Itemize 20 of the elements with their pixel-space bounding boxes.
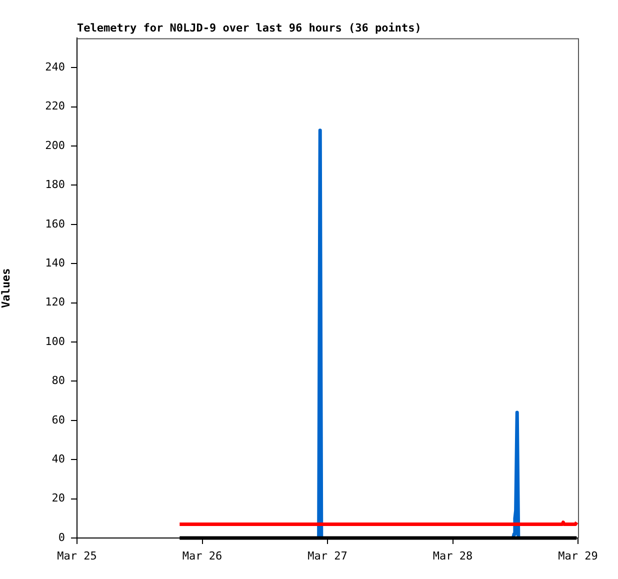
x-tick-label: Mar 25 (57, 549, 97, 562)
chart-title: Telemetry for N0LJD-9 over last 96 hours (36 points) (77, 21, 422, 34)
y-tick-label: 240 (45, 60, 65, 74)
y-tick-label: 0 (58, 530, 65, 544)
y-tick-label: 220 (45, 100, 65, 113)
y-tick-label: 140 (45, 256, 65, 270)
y-tick-label: 160 (45, 217, 65, 230)
y-tick-label: 100 (45, 334, 65, 348)
x-tick-label: Mar 29 (558, 549, 598, 562)
y-tick-label: 120 (45, 296, 65, 309)
y-tick-label: 180 (45, 178, 65, 192)
x-tick-label: Mar 26 (182, 549, 222, 562)
y-tick-label: 200 (45, 138, 65, 152)
y-tick-label: 80 (52, 374, 65, 388)
y-tick-label: 20 (52, 492, 65, 505)
y-tick-label: 60 (52, 413, 65, 426)
y-axis-title: Values (0, 268, 12, 308)
x-tick-label: Mar 27 (308, 549, 348, 562)
x-tick-label: Mar 28 (432, 549, 473, 562)
y-tick-label: 40 (52, 452, 65, 466)
